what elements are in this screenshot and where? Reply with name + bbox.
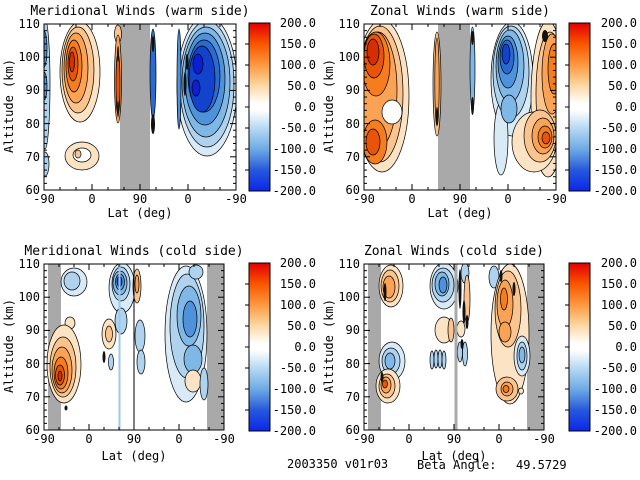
colorbar-tick-label: 150.0 xyxy=(279,36,316,51)
x-axis-label-2: Lat (deg) xyxy=(101,449,167,463)
y-tick-label: 100 xyxy=(18,50,40,65)
colorbar-tick-label: 50.0 xyxy=(608,78,637,93)
colorbar-tick-label: 100.0 xyxy=(279,57,316,72)
colorbar-tick-label: 50.0 xyxy=(287,318,316,333)
colorbar-tick-label: 0.0 xyxy=(615,99,637,114)
x-tick-label: 0 xyxy=(495,432,503,446)
title-meridional-warm: Meridional Winds (warm side) xyxy=(30,4,250,19)
y-tick-label: 70 xyxy=(25,389,40,404)
y-tick-label: 60 xyxy=(345,423,360,437)
colorbar-tick-label: 200.0 xyxy=(279,15,316,30)
x-tick-label: 0 xyxy=(175,432,183,446)
y-tick-label: 70 xyxy=(25,149,40,164)
x-tick-label: -90 xyxy=(545,192,567,206)
x-tick-label: 0 xyxy=(504,192,512,206)
panel-plot-area-3 xyxy=(368,264,544,430)
colorbar-tick-label: -100.0 xyxy=(593,381,637,396)
colorbar-tick-label: 0.0 xyxy=(294,99,316,114)
colorbar-tick-label: 50.0 xyxy=(287,78,316,93)
dataset-id: 2003350 v01r03 xyxy=(287,457,389,471)
y-tick-label: 70 xyxy=(345,389,360,404)
colorbar-tick-label: -200.0 xyxy=(593,423,637,438)
colorbar-tick-label: 100.0 xyxy=(600,297,637,312)
y-tick-label: 90 xyxy=(345,83,360,98)
x-tick-label: 90 xyxy=(126,432,142,446)
colorbar-tick-label: 150.0 xyxy=(279,276,316,291)
x-tick-label: 0 xyxy=(408,192,416,206)
y-tick-label: 90 xyxy=(25,323,40,338)
colorbar-tick-label: -200.0 xyxy=(593,183,637,198)
y-tick-label: 90 xyxy=(25,83,40,98)
y-tick-label: 80 xyxy=(345,116,360,131)
colorbar-tick-label: 200.0 xyxy=(600,255,637,270)
title-zonal-cold: Zonal Winds (cold side) xyxy=(363,244,544,259)
colorbar-tick-label: -150.0 xyxy=(272,162,316,177)
y-tick-label: 100 xyxy=(18,290,40,305)
y-tick-label: 100 xyxy=(338,50,360,65)
colorbar-tick-label: -50.0 xyxy=(600,360,637,375)
colorbar-tick-label: -150.0 xyxy=(593,402,637,417)
colorbar-tick-label: 200.0 xyxy=(279,255,316,270)
x-tick-label: 90 xyxy=(446,432,462,446)
x-tick-label: -90 xyxy=(353,432,375,446)
x-tick-label: 0 xyxy=(85,432,93,446)
title-meridional-cold: Meridional Winds (cold side) xyxy=(24,244,244,259)
colorbar-tick-label: -100.0 xyxy=(593,141,637,156)
x-axis-label-0: Lat (deg) xyxy=(107,206,173,220)
y-tick-label: 100 xyxy=(338,290,360,305)
beta-angle-label: Beta Angle: xyxy=(417,458,497,472)
beta-angle-value: 49.5729 xyxy=(516,458,567,472)
y-tick-label: 110 xyxy=(338,257,360,271)
colorbar-tick-label: -150.0 xyxy=(272,402,316,417)
x-tick-label: -90 xyxy=(353,192,375,206)
y-tick-label: 110 xyxy=(338,17,360,31)
x-tick-label: 90 xyxy=(132,192,148,206)
x-tick-label: -90 xyxy=(33,432,55,446)
y-tick-label: 110 xyxy=(18,257,40,271)
x-tick-label: -90 xyxy=(33,192,55,206)
y-tick-label: 80 xyxy=(25,356,40,371)
colorbar-tick-label: -200.0 xyxy=(272,183,316,198)
y-tick-label: 90 xyxy=(345,323,360,338)
colorbar-tick-label: 0.0 xyxy=(615,339,637,354)
colorbar-tick-label: -50.0 xyxy=(279,360,316,375)
y-tick-label: 80 xyxy=(345,356,360,371)
title-zonal-warm: Zonal Winds (warm side) xyxy=(369,4,550,19)
y-tick-label: 110 xyxy=(18,17,40,31)
panel-plot-area-1 xyxy=(364,24,556,190)
colorbar-tick-label: -200.0 xyxy=(272,423,316,438)
x-axis-label-1: Lat (deg) xyxy=(427,206,493,220)
y-tick-label: 60 xyxy=(345,183,360,197)
colorbar-tick-label: -50.0 xyxy=(279,120,316,135)
colorbar-tick-label: -50.0 xyxy=(600,120,637,135)
colorbar-tick-label: 150.0 xyxy=(600,36,637,51)
x-tick-label: -90 xyxy=(225,192,247,206)
y-tick-label: 60 xyxy=(25,423,40,437)
x-tick-label: -90 xyxy=(533,432,555,446)
colorbar-tick-label: 50.0 xyxy=(608,318,637,333)
colorbar-tick-label: -100.0 xyxy=(272,381,316,396)
y-tick-label: 60 xyxy=(25,183,40,197)
colorbar-tick-label: 100.0 xyxy=(279,297,316,312)
x-axis-label-3: Lat (deg) xyxy=(421,449,487,463)
x-tick-label: -90 xyxy=(213,432,235,446)
x-tick-label: 0 xyxy=(184,192,192,206)
y-tick-label: 80 xyxy=(25,116,40,131)
x-tick-label: 0 xyxy=(405,432,413,446)
panel-plot-area-2 xyxy=(46,264,224,430)
panel-plot-area-0 xyxy=(44,24,236,190)
colorbar-tick-label: 100.0 xyxy=(600,57,637,72)
y-tick-label: 70 xyxy=(345,149,360,164)
x-tick-label: 0 xyxy=(88,192,96,206)
colorbar-tick-label: 0.0 xyxy=(294,339,316,354)
colorbar-tick-label: -150.0 xyxy=(593,162,637,177)
x-tick-label: 90 xyxy=(452,192,468,206)
colorbar-tick-label: -100.0 xyxy=(272,141,316,156)
colorbar-tick-label: 150.0 xyxy=(600,276,637,291)
colorbar-tick-label: 200.0 xyxy=(600,15,637,30)
